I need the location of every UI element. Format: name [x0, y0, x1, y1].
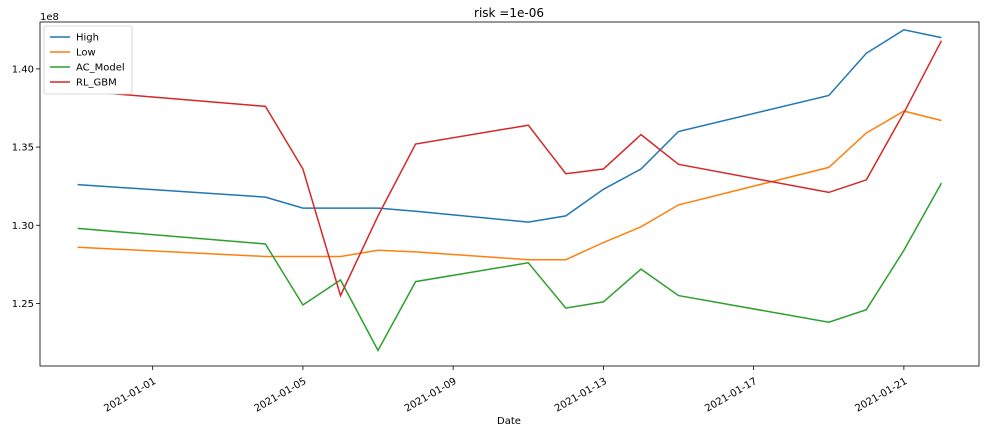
series-line-low: [77, 110, 942, 261]
legend: High Low AC_Model RL_GBM: [43, 25, 133, 95]
legend-entry: Low: [76, 48, 96, 59]
x-tick-label: 2021-01-01: [102, 376, 158, 415]
y-offset-label: 1e8: [40, 12, 59, 23]
y-axis: 1.25 1.30 1.35 1.40: [12, 64, 40, 310]
x-tick-label: 2021-01-13: [553, 376, 609, 415]
x-tick-label: 2021-01-21: [854, 376, 910, 415]
x-tick-label: 2021-01-05: [253, 376, 309, 415]
legend-entry: RL_GBM: [76, 78, 117, 89]
x-tick-label: 2021-01-09: [403, 376, 459, 415]
series-line-high: [77, 29, 942, 223]
series-line-ac-model: [77, 182, 943, 352]
y-tick-label: 1.25: [12, 299, 34, 310]
chart-title: risk =1e-06: [474, 6, 544, 20]
y-tick-label: 1.40: [12, 64, 34, 75]
x-axis-label: Date: [497, 416, 521, 427]
x-tick-label: 2021-01-17: [703, 376, 759, 415]
legend-entry: High: [76, 33, 99, 44]
series-line-rl-gbm: [77, 40, 943, 298]
y-tick-label: 1.30: [12, 221, 34, 232]
plot-frame: [39, 21, 980, 367]
series-layer: [77, 29, 943, 352]
x-axis: 2021-01-01 2021-01-05 2021-01-09 2021-01-13…: [102, 366, 909, 415]
legend-box: [43, 25, 133, 95]
legend-entry: AC_Model: [76, 63, 125, 74]
y-tick-label: 1.35: [12, 143, 34, 154]
